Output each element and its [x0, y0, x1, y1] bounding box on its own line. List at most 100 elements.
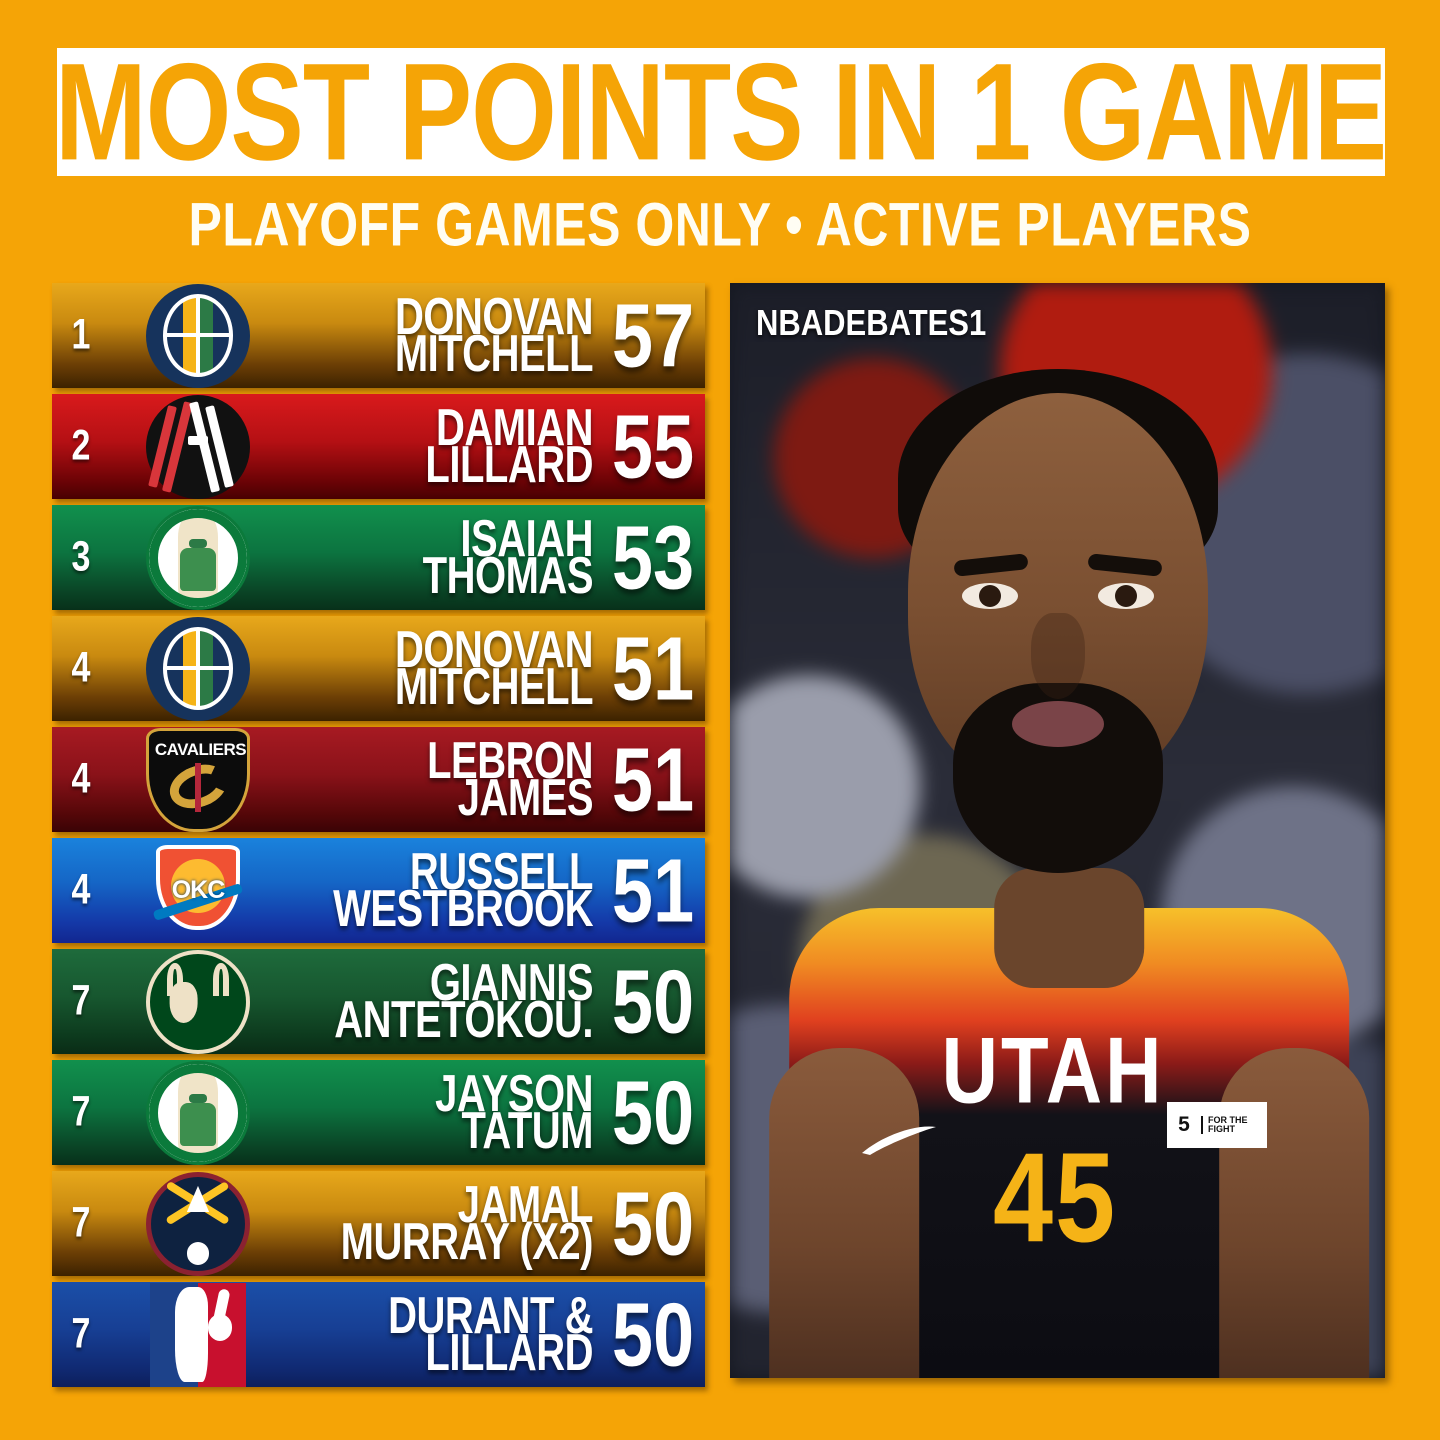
team-logo-cell: [110, 1060, 286, 1165]
neck: [993, 868, 1144, 988]
points-value: 50: [611, 950, 695, 1052]
team-logo-cell: [110, 1171, 286, 1276]
team-logo-cell: [110, 283, 286, 388]
rank-value: 7: [71, 977, 91, 1025]
player-name-line-2: MITCHELL: [394, 657, 594, 715]
player-name: DONOVAN MITCHELL: [286, 624, 601, 713]
team-logo-cell: [110, 394, 286, 499]
rank-value: 4: [71, 866, 91, 914]
points-value: 51: [611, 839, 695, 941]
table-row[interactable]: 1 DONOVAN MITCHELL 57: [52, 283, 705, 388]
player-name: DAMIAN LILLARD: [286, 402, 601, 491]
team-logo-cell: [110, 1282, 286, 1387]
player-name-line-2: MITCHELL: [394, 324, 594, 382]
player-name-line-1: DAMIAN: [436, 398, 593, 457]
cavaliers-logo-icon: CAVALIERS: [146, 727, 250, 832]
team-logo-cell: [110, 505, 286, 610]
player-name: LEBRON JAMES: [286, 735, 601, 824]
blazers-logo-icon: [146, 394, 250, 499]
player-name-line-1: JAMAL: [457, 1175, 594, 1234]
points-value: 51: [611, 728, 695, 830]
jersey-number-text: 45: [992, 1126, 1118, 1269]
player-name-line-2: WESTBROOK: [333, 879, 593, 937]
player-name: DURANT & LILLARD: [286, 1290, 601, 1379]
celtics-logo-icon: [146, 1060, 250, 1165]
table-row[interactable]: 4 CAVALIERS LEBRON JAMES 51: [52, 727, 705, 832]
nose: [1030, 613, 1085, 699]
player-name-line-1: DURANT &: [388, 1286, 593, 1345]
player-name-line-1: DONOVAN: [395, 287, 593, 346]
table-row[interactable]: 7 GIANNIS ANTETOKOU. 50: [52, 949, 705, 1054]
nike-swoosh-icon: [862, 1126, 936, 1155]
okc-logo-icon: OKC: [146, 839, 250, 943]
player-name-line-2: TATUM: [461, 1101, 593, 1159]
title-band: MOST POINTS IN 1 GAME: [55, 42, 1387, 180]
jazz-logo-icon: [146, 616, 250, 721]
eye-right: [1097, 583, 1154, 609]
table-row[interactable]: 7 DURANT & LILLARD 50: [52, 1282, 705, 1387]
player-name: JAYSON TATUM: [286, 1068, 601, 1157]
shoulder-right: [1218, 1048, 1369, 1378]
points-value: 57: [611, 284, 695, 386]
rank-value: 3: [71, 533, 91, 581]
patch-line-2: FIGHT: [1208, 1124, 1235, 1134]
table-row[interactable]: 7 JAYSON TATUM 50: [52, 1060, 705, 1165]
player-photo: 5 FOR THE FIGHT UTAH 45 NBADEBATES1: [730, 283, 1385, 1378]
player-name: JAMAL MURRAY (X2): [286, 1179, 601, 1268]
team-logo-cell: CAVALIERS: [110, 727, 286, 832]
rank-value: 7: [71, 1199, 91, 1247]
patch-line-1: FOR THE: [1208, 1114, 1248, 1125]
jersey-team-text: UTAH: [941, 1017, 1165, 1123]
player-name-line-1: GIANNIS: [429, 953, 594, 1012]
page-subtitle: PLAYOFF GAMES ONLY • ACTIVE PLAYERS: [188, 190, 1252, 260]
table-row[interactable]: 3 ISAIAH THOMAS 53: [52, 505, 705, 610]
player-name-line-1: RUSSELL: [409, 842, 594, 901]
table-row[interactable]: 4 DONOVAN MITCHELL 51: [52, 616, 705, 721]
points-value: 50: [611, 1283, 695, 1385]
player-name-line-2: MURRAY (X2): [340, 1212, 594, 1270]
player-name-line-2: JAMES: [457, 768, 594, 826]
celtics-logo-icon: [146, 505, 250, 610]
rank-value: 2: [71, 422, 91, 470]
player-name-line-2: THOMAS: [422, 546, 594, 604]
leaderboard-list: 1 DONOVAN MITCHELL 57 2 DAMIAN LILLARD 55 3 ISAIA…: [52, 283, 705, 1393]
player-name-line-1: LEBRON: [427, 731, 593, 790]
player-name-line-1: JAYSON: [435, 1064, 593, 1123]
mouth: [1011, 701, 1104, 747]
nuggets-logo-icon: [146, 1171, 250, 1276]
rank-value: 7: [71, 1088, 91, 1136]
page-title: MOST POINTS IN 1 GAME: [55, 33, 1387, 189]
rank-value: 7: [71, 1310, 91, 1358]
team-logo-cell: [110, 949, 286, 1054]
nba-logo-icon: [150, 1282, 246, 1387]
player-name-line-1: ISAIAH: [460, 509, 593, 568]
for-the-fight-patch: 5 FOR THE FIGHT: [1167, 1102, 1267, 1148]
points-value: 50: [611, 1172, 695, 1274]
eye-left: [961, 583, 1018, 609]
bucks-logo-icon: [146, 949, 250, 1054]
shoulder-left: [768, 1048, 919, 1378]
player-name: RUSSELL WESTBROOK: [286, 846, 601, 935]
patch-number: 5: [1178, 1112, 1190, 1136]
rank-value: 4: [71, 755, 91, 803]
points-value: 51: [611, 617, 695, 719]
points-value: 55: [611, 395, 695, 497]
player-name-line-1: DONOVAN: [395, 620, 593, 679]
points-value: 53: [611, 506, 695, 608]
table-row[interactable]: 2 DAMIAN LILLARD 55: [52, 394, 705, 499]
table-row[interactable]: 4 OKC RUSSELL WESTBROOK 51: [52, 838, 705, 943]
table-row[interactable]: 7 JAMAL MURRAY (X2) 50: [52, 1171, 705, 1276]
player-name: ISAIAH THOMAS: [286, 513, 601, 602]
watermark: NBADEBATES1: [756, 301, 987, 344]
rank-value: 1: [71, 311, 91, 359]
player-name: DONOVAN MITCHELL: [286, 291, 601, 380]
jazz-logo-icon: [146, 283, 250, 388]
player-name-line-2: LILLARD: [425, 1323, 593, 1381]
team-logo-cell: OKC: [110, 838, 286, 943]
rank-value: 4: [71, 644, 91, 692]
player-name-line-2: ANTETOKOU.: [334, 990, 593, 1048]
player-name: GIANNIS ANTETOKOU.: [286, 957, 601, 1046]
player-name-line-2: LILLARD: [425, 435, 593, 493]
team-logo-cell: [110, 616, 286, 721]
points-value: 50: [611, 1061, 695, 1163]
